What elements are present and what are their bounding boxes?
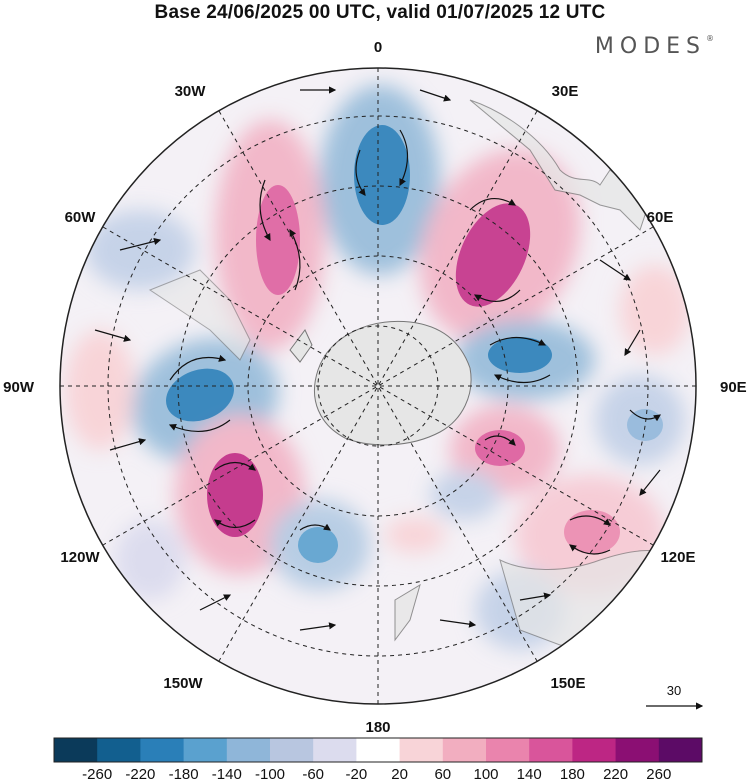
brand-text: MODES xyxy=(594,34,706,59)
wind-arrow xyxy=(109,438,147,451)
wind-arrow xyxy=(169,354,227,381)
colorbar-frame xyxy=(53,737,703,763)
wind-arrow xyxy=(489,336,547,346)
meridian xyxy=(102,226,654,546)
modes-logo: MODES® xyxy=(595,34,714,59)
map-boundary xyxy=(59,67,697,705)
colorbar-swatch xyxy=(54,738,98,762)
colorbar-tick-label: 60 xyxy=(434,766,451,783)
vector-reference-label: 30 xyxy=(667,683,681,698)
lon-label-30w: 30W xyxy=(175,83,207,100)
wind-arrow xyxy=(519,592,552,601)
wind-arrow xyxy=(355,149,366,196)
colorbar-tick-label: -220 xyxy=(125,766,155,783)
wind-arrow xyxy=(419,89,452,102)
wind-vectors xyxy=(94,86,661,631)
lon-label-60w: 60W xyxy=(65,209,97,226)
wind-arrow xyxy=(94,329,132,342)
colorbar-swatch xyxy=(226,738,271,762)
wind-arrow xyxy=(629,409,661,422)
africa-tip xyxy=(469,99,651,231)
colorbar-swatch xyxy=(97,738,141,762)
wind-arrow xyxy=(493,374,551,384)
lon-label-150e: 150E xyxy=(550,675,585,692)
colorbar-swatch xyxy=(529,738,573,762)
wind-arrow xyxy=(639,469,661,496)
lon-label-60e: 60E xyxy=(647,209,674,226)
wind-arrow xyxy=(473,289,521,302)
colorbar-tick-label: 260 xyxy=(646,766,671,783)
colorbar-tick-label: -260 xyxy=(82,766,112,783)
colorbar-tick-label: 20 xyxy=(391,766,408,783)
colorbar-tick-label: 100 xyxy=(473,766,498,783)
lon-label-180: 180 xyxy=(365,719,390,736)
colorbar-tick-label: -60 xyxy=(302,766,324,783)
lon-label-120w: 120W xyxy=(60,549,100,566)
south-america xyxy=(148,269,251,361)
colorbar-swatch xyxy=(572,738,617,762)
wind-arrow xyxy=(569,544,611,555)
lon-label-90e: 90E xyxy=(720,379,747,396)
wind-arrow xyxy=(214,519,256,529)
colorbar-swatch xyxy=(356,738,401,762)
meridian xyxy=(218,110,538,662)
colorbar-tick-label: 140 xyxy=(517,766,542,783)
vector-reference: 30 xyxy=(646,683,704,710)
registered-mark: ® xyxy=(706,34,714,43)
graticule xyxy=(60,68,696,704)
colorbar-swatch xyxy=(140,738,185,762)
lon-label-120e: 120E xyxy=(660,549,695,566)
wind-arrow xyxy=(599,259,631,281)
wind-arrow xyxy=(214,461,256,471)
lon-label-90w: 90W xyxy=(3,379,35,396)
new-zealand xyxy=(394,583,421,642)
wind-arrow xyxy=(119,237,162,251)
wind-arrow xyxy=(624,329,641,357)
wind-arrow xyxy=(569,515,611,526)
colorbar: -260 -220 -180 -140 -100 -60 -20 20 60 100 140 180 2… xyxy=(53,737,703,783)
wind-arrow xyxy=(439,619,477,628)
colorbar-swatch xyxy=(270,738,314,762)
antarctic-peninsula xyxy=(289,329,313,363)
meridian xyxy=(218,110,538,662)
lon-label-150w: 150W xyxy=(163,675,203,692)
wind-arrow xyxy=(199,594,232,611)
antarctica xyxy=(314,320,472,446)
wind-arrow xyxy=(399,129,409,187)
colorbar-swatch xyxy=(183,738,228,762)
colorbar-swatch xyxy=(313,738,357,762)
wind-arrow xyxy=(484,435,516,446)
map-title: Base 24/06/2025 00 UTC, valid 01/07/2025… xyxy=(154,2,606,23)
lon-label-0: 0 xyxy=(374,39,382,56)
colorbar-tick-label: 180 xyxy=(560,766,585,783)
colorbar-swatch xyxy=(399,738,444,762)
lon-label-30e: 30E xyxy=(552,83,579,100)
colorbar-swatch xyxy=(658,738,703,762)
longitude-labels: 0 30E 60E 90E 120E 150E 180 150W 120W 90… xyxy=(3,39,747,736)
colorbar-tick-label: -140 xyxy=(212,766,242,783)
wind-arrow xyxy=(299,523,331,531)
meridian xyxy=(102,226,654,546)
wind-arrow xyxy=(168,419,231,433)
colorbar-tick-label: -20 xyxy=(346,766,368,783)
lat-circle xyxy=(107,115,649,657)
colorbar-swatch xyxy=(615,738,660,762)
lat-circle xyxy=(177,185,579,587)
colorbar-tick-label: -180 xyxy=(169,766,199,783)
colorbar-tick-label: 220 xyxy=(603,766,628,783)
colorbar-tick-label: -100 xyxy=(255,766,285,783)
wind-arrow xyxy=(289,228,301,291)
wind-arrow xyxy=(299,622,337,631)
wind-arrow xyxy=(259,179,271,242)
colorbar-swatch xyxy=(486,738,530,762)
colorbar-swatch xyxy=(442,738,487,762)
wind-arrow xyxy=(469,198,517,211)
